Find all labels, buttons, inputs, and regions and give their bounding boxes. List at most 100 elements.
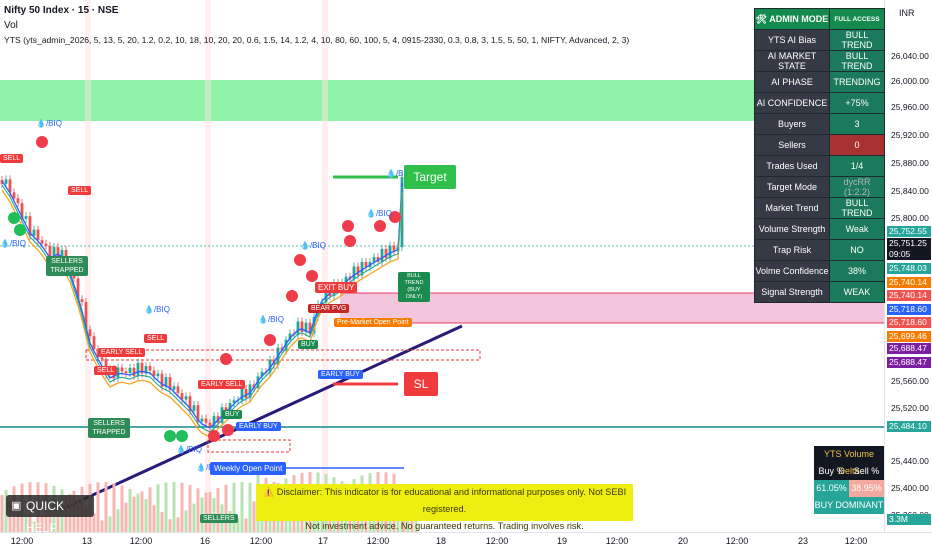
price-tag: 25,752.55 <box>887 226 931 237</box>
candle-body <box>116 367 120 379</box>
candle-body <box>84 302 88 330</box>
admin-row: AI CONFIDENCE +75% <box>754 92 885 114</box>
candle-body <box>188 396 192 411</box>
buy-pct-label: Buy % <box>818 466 845 476</box>
exit-buy-chip: EXIT BUY <box>315 282 358 293</box>
bull-trend-chip: BULL TREND (BUY ONLY) <box>398 272 430 302</box>
candle-body <box>144 366 148 374</box>
volume-bar <box>96 482 100 532</box>
admin-row-value: 38% <box>829 260 885 282</box>
volume-bar <box>188 484 192 532</box>
candle-body <box>244 388 248 398</box>
admin-row-value: BULL TREND <box>829 29 885 51</box>
volume-bar <box>156 484 160 532</box>
candle-body <box>308 322 312 334</box>
candle-body <box>32 229 36 236</box>
indicator-params[interactable]: YTS (yts_admin_2026, 5, 13, 5, 20, 1.2, … <box>4 35 630 45</box>
volume-label[interactable]: Vol <box>4 20 18 31</box>
price-axis[interactable]: INR 26,040.00 26,000.00 25,960.00 25,920.00… <box>884 0 932 532</box>
volume-bar <box>84 506 88 532</box>
time-tick: 12:00 <box>485 536 509 546</box>
admin-row: Trades Used 1/4 <box>754 155 885 177</box>
candle-body <box>388 245 392 259</box>
admin-panel: 🛠 ADMIN MODE FULL ACCESS YTS AI Bias BULL… <box>754 8 885 303</box>
candle-body <box>4 179 8 184</box>
admin-row-value: Weak <box>829 218 885 240</box>
biq-label: 💧/BIQ <box>258 314 284 324</box>
price-chart[interactable]: 💧/BIQ 💧/BIQ 💧/BIQ 💧/BIQ 💧/BIQ 💧/BIQ 💧/BIQ 💧/BIQ… <box>0 0 884 532</box>
bear-signal-dot <box>286 290 298 302</box>
price-tick: 26,040.00 <box>891 51 929 61</box>
biq-label: 💧/BIQ <box>386 168 412 178</box>
price-tag: 3.3M <box>887 514 931 525</box>
admin-row-key: AI CONFIDENCE <box>754 92 830 114</box>
bear-fvg-chip: BEAR FVG <box>308 304 350 313</box>
sellers-trapped-chip: SELLERS TRAPPED <box>88 418 130 438</box>
sell-pct-value: 38.95% <box>849 480 884 497</box>
candle-body <box>88 329 92 337</box>
biq-label: 💧/BIQ <box>176 444 202 454</box>
admin-row-value: 0 <box>829 134 885 156</box>
bear-signal-dot <box>306 270 318 282</box>
candle-body <box>240 388 244 401</box>
candle-body <box>344 276 348 283</box>
volume-bar <box>40 515 44 532</box>
admin-row-key: Signal Strength <box>754 281 830 303</box>
candle-body <box>20 203 24 219</box>
candle-body <box>128 367 132 373</box>
admin-row-value: BULL TREND <box>829 50 885 72</box>
candle-body <box>12 192 16 199</box>
candle-body <box>76 278 80 300</box>
biq-label: 💧/BIQ <box>300 240 326 250</box>
admin-row-key: Market Trend <box>754 197 830 219</box>
candle-body <box>284 339 288 351</box>
volume-bar <box>120 485 124 532</box>
quick-help-button[interactable]: ▣ QUICK HELP <box>6 495 94 535</box>
admin-row-key: AI MARKET STATE <box>754 50 830 72</box>
volume-bar <box>132 496 136 532</box>
admin-row-key: Sellers <box>754 134 830 156</box>
candle-body <box>300 321 304 332</box>
candle-body <box>296 321 300 335</box>
candle-body <box>196 405 200 422</box>
candle-body <box>288 333 292 340</box>
biq-label: 💧/BIQ <box>366 208 392 218</box>
volume-bar <box>0 495 4 532</box>
time-tick: 20 <box>677 536 689 546</box>
bear-signal-dot <box>374 220 386 232</box>
sell-pct-label: Sell % <box>853 466 880 476</box>
candle-body <box>8 179 12 193</box>
candle-body <box>36 229 40 241</box>
admin-row-key: AI PHASE <box>754 71 830 93</box>
candle-body <box>132 367 136 377</box>
volume-bar <box>176 517 180 532</box>
volume-bar <box>208 492 212 532</box>
time-axis[interactable]: 12:00 13 12:00 16 12:00 17 12:00 18 12:00 19 12:00… <box>0 532 932 550</box>
candle-body <box>212 416 216 428</box>
admin-row: Buyers 3 <box>754 113 885 135</box>
price-tick: 25,880.00 <box>891 158 929 168</box>
volume-bar <box>32 521 36 532</box>
volume-bar <box>204 492 208 532</box>
candle-body <box>400 177 404 248</box>
price-tag: 25,740.14 <box>887 277 931 288</box>
candle-body <box>352 266 356 280</box>
volume-delta-panel: YTS Volume Delta Buy % Sell % 61.05% 38.… <box>814 446 884 520</box>
price-tick: 26,000.00 <box>891 76 929 86</box>
moving-average-slow <box>1 189 403 438</box>
admin-mode-value: FULL ACCESS <box>829 8 885 30</box>
early-sell-chip: EARLY SELL <box>98 348 146 357</box>
volume-delta-title: YTS Volume Delta <box>814 446 884 476</box>
admin-row-key: Target Mode <box>754 176 830 198</box>
volume-bar <box>116 509 120 532</box>
candle-body <box>52 247 56 261</box>
bear-signal-dot <box>294 254 306 266</box>
volume-bar <box>232 482 236 532</box>
disclaimer-banner: ⚠️ Disclaimer: This indicator is for edu… <box>256 484 633 531</box>
volume-bar <box>100 520 104 532</box>
time-tick: 16 <box>199 536 211 546</box>
admin-mode-key: 🛠 ADMIN MODE <box>754 8 830 30</box>
session-shade <box>85 0 91 532</box>
symbol-title[interactable]: Nifty 50 Index · 15 · NSE <box>4 5 119 16</box>
